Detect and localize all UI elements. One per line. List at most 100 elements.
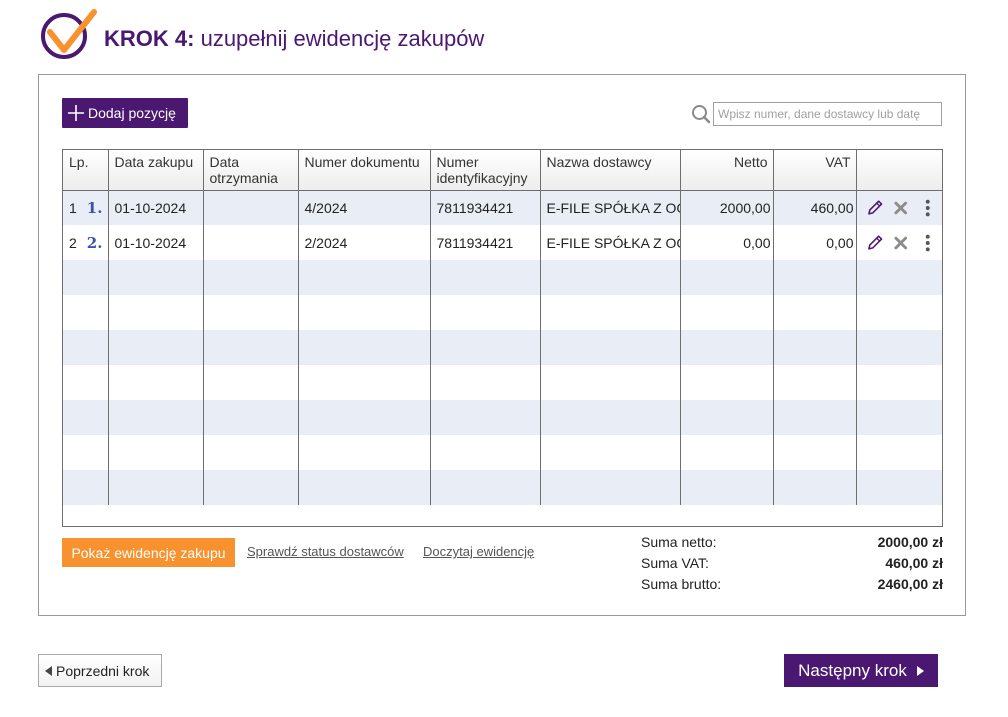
pencil-edit-icon[interactable]: [865, 233, 885, 253]
cell-purchase-date: 01-10-2024: [108, 225, 204, 260]
empty-cell: [680, 295, 774, 330]
empty-cell: [856, 260, 942, 295]
empty-cell: [773, 260, 857, 295]
empty-cell: [430, 260, 541, 295]
empty-table-row: [63, 295, 942, 330]
purchase-table: Lp. Data zakupu Data otrzymania Numer do…: [62, 149, 943, 527]
empty-cell: [856, 330, 942, 365]
empty-cell: [540, 330, 681, 365]
empty-cell: [298, 435, 431, 470]
column-header-supplier-name[interactable]: Nazwa dostawcy: [540, 150, 681, 191]
arrow-right-icon: [916, 665, 924, 676]
empty-cell: [298, 260, 431, 295]
page-title: KROK 4: uzupełnij ewidencję zakupów: [104, 26, 484, 52]
column-header-netto[interactable]: Netto: [680, 150, 774, 191]
empty-cell: [63, 470, 109, 505]
empty-cell: [430, 365, 541, 400]
empty-cell: [773, 470, 857, 505]
empty-cell: [63, 260, 109, 295]
empty-cell: [680, 365, 774, 400]
empty-table-row: [63, 435, 942, 470]
check-supplier-status-link[interactable]: Sprawdź status dostawców: [247, 544, 404, 559]
empty-cell: [203, 435, 299, 470]
add-item-label: Dodaj pozycję: [88, 105, 176, 121]
table-row[interactable]: 2 2. 01-10-2024 2/2024 7811934421 E-FILE …: [63, 225, 942, 260]
empty-cell: [108, 330, 204, 365]
empty-cell: [203, 295, 299, 330]
table-row[interactable]: 1 1. 01-10-2024 4/2024 7811934421 E-FILE …: [63, 190, 942, 225]
empty-cell: [108, 470, 204, 505]
add-item-button[interactable]: Dodaj pozycję: [62, 98, 188, 128]
close-x-icon[interactable]: [891, 233, 911, 253]
sum-brutto-value: 2460,00 zł: [877, 576, 943, 592]
column-header-vat[interactable]: VAT: [773, 150, 857, 191]
empty-table-row: [63, 470, 942, 505]
kebab-menu-icon[interactable]: [918, 233, 938, 253]
empty-cell: [108, 400, 204, 435]
column-header-received-date[interactable]: Data otrzymania: [203, 150, 299, 191]
column-header-lp[interactable]: Lp.: [63, 150, 109, 191]
empty-cell: [108, 260, 204, 295]
load-register-link[interactable]: Doczytaj ewidencję: [423, 544, 535, 559]
empty-table-row: [63, 400, 942, 435]
empty-cell: [63, 295, 109, 330]
column-header-document-number[interactable]: Numer dokumentu: [298, 150, 431, 191]
empty-cell: [540, 295, 681, 330]
empty-cell: [298, 400, 431, 435]
cell-document-number: 4/2024: [298, 190, 431, 225]
empty-cell: [680, 330, 774, 365]
empty-cell: [856, 400, 942, 435]
next-step-button[interactable]: Następny krok: [784, 654, 938, 687]
column-header-actions: [856, 150, 942, 191]
cell-netto: 2000,00: [680, 190, 774, 225]
next-step-label: Następny krok: [798, 660, 907, 680]
cell-lp: 1 1.: [63, 190, 109, 225]
empty-cell: [680, 260, 774, 295]
cell-vat: 0,00: [773, 225, 857, 260]
cell-actions: [856, 190, 942, 225]
empty-cell: [773, 435, 857, 470]
cell-received-date: [203, 190, 299, 225]
cell-id-number: 7811934421: [430, 190, 541, 225]
table-header-row: Lp. Data zakupu Data otrzymania Numer do…: [63, 150, 942, 191]
sum-netto-value: 2000,00 zł: [877, 534, 943, 550]
empty-cell: [298, 470, 431, 505]
empty-cell: [63, 435, 109, 470]
sum-netto-label: Suma netto:: [641, 534, 717, 550]
kebab-menu-icon[interactable]: [918, 198, 938, 218]
empty-cell: [540, 470, 681, 505]
empty-cell: [430, 295, 541, 330]
sum-vat-value: 460,00 zł: [885, 555, 943, 571]
show-register-button[interactable]: Pokaż ewidencję zakupu: [62, 538, 235, 567]
cell-vat: 460,00: [773, 190, 857, 225]
step-title: uzupełnij ewidencję zakupów: [200, 26, 485, 51]
cell-supplier-name: E-FILE SPÓŁKA Z OGRANICZONĄ ODPOWIEDZIAL…: [540, 225, 681, 260]
previous-step-button[interactable]: Poprzedni krok: [38, 654, 162, 687]
cell-actions: [856, 225, 942, 260]
column-header-id-number[interactable]: Numer identyfikacyjny: [430, 150, 541, 191]
empty-cell: [298, 365, 431, 400]
empty-cell: [203, 470, 299, 505]
pencil-edit-icon[interactable]: [865, 198, 885, 218]
empty-cell: [203, 260, 299, 295]
row-ordinal: 1.: [86, 198, 103, 217]
empty-cell: [680, 435, 774, 470]
empty-cell: [108, 365, 204, 400]
search-box: [691, 102, 943, 126]
search-input[interactable]: [713, 102, 942, 126]
close-x-icon[interactable]: [891, 198, 911, 218]
empty-cell: [298, 330, 431, 365]
empty-cell: [203, 330, 299, 365]
arrow-left-icon: [45, 665, 52, 676]
empty-cell: [856, 295, 942, 330]
previous-step-label: Poprzedni krok: [56, 662, 150, 679]
step-label: KROK 4:: [104, 26, 195, 51]
search-icon[interactable]: [691, 104, 711, 124]
empty-table-row: [63, 365, 942, 400]
column-header-purchase-date[interactable]: Data zakupu: [108, 150, 204, 191]
cell-received-date: [203, 225, 299, 260]
empty-cell: [298, 295, 431, 330]
purchase-register-panel: Dodaj pozycję Lp. Data zakupu Data otrzy…: [38, 74, 966, 616]
empty-cell: [856, 470, 942, 505]
empty-cell: [63, 400, 109, 435]
